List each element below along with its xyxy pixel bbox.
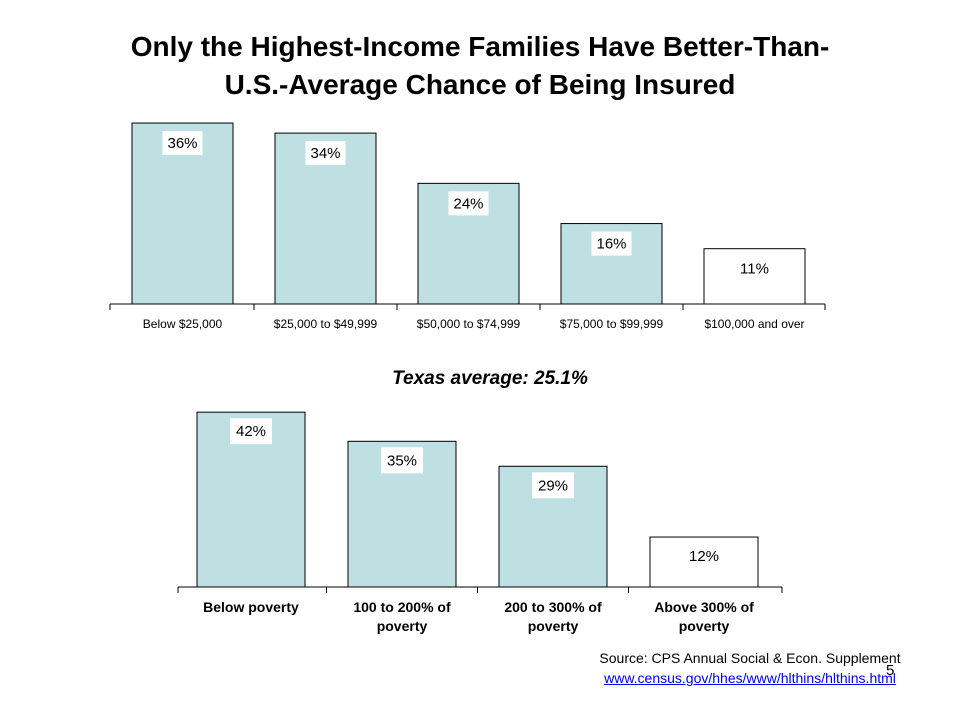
category-label-line: $50,000 to $74,999 — [417, 317, 521, 331]
bar — [703, 248, 806, 305]
category-label-line: poverty — [679, 618, 730, 634]
source-link[interactable]: www.census.gov/hhes/www/hlthins/hlthins.… — [604, 670, 896, 686]
slide-title: Only the Highest-Income Families Have Be… — [40, 28, 920, 104]
category-label: Above 300% of poverty — [654, 599, 754, 634]
category-label-line: poverty — [377, 618, 428, 634]
category-label-line: 200 to 300% of — [504, 599, 602, 615]
category-label: $75,000 to $99,999 — [560, 317, 664, 331]
value-label: 29% — [538, 477, 568, 494]
value-label: 24% — [453, 195, 483, 212]
category-label-line: $75,000 to $99,999 — [560, 317, 664, 331]
value-label: 11% — [740, 261, 769, 278]
source-text: Source: CPS Annual Social & Econ. Supple… — [599, 650, 901, 666]
page-number: 5 — [886, 662, 895, 679]
category-label-line: $25,000 to $49,999 — [274, 317, 378, 331]
value-label: 35% — [387, 452, 417, 469]
title-line-2: U.S.-Average Chance of Being Insured — [224, 69, 736, 100]
category-label: $100,000 and over — [704, 317, 804, 331]
texas-average-label: Texas average: 25.1% — [392, 368, 588, 389]
category-label: $25,000 to $49,999 — [274, 317, 378, 331]
category-label: Below poverty — [203, 599, 299, 615]
category-label-line: poverty — [528, 618, 579, 634]
value-label: 36% — [167, 135, 197, 152]
category-label-line: Above 300% of — [654, 599, 754, 615]
value-label-box — [230, 418, 272, 445]
category-label-line: Below poverty — [203, 599, 299, 615]
value-label-box — [162, 131, 203, 156]
category-label: $50,000 to $74,999 — [417, 317, 521, 331]
value-label-box — [305, 141, 346, 166]
income-bar-chart: 36% Below $25,000 34% $25,000 to $49,999 24%… — [109, 122, 826, 331]
value-label: 34% — [310, 145, 340, 162]
category-label: Below $25,000 — [143, 317, 223, 331]
source-block: Source: CPS Annual Social & Econ. Supple… — [560, 648, 940, 688]
category-label-line: 100 to 200% of — [353, 599, 451, 615]
category-label-line: Below $25,000 — [143, 317, 223, 331]
category-label: 200 to 300% of poverty — [504, 599, 602, 634]
bar — [649, 536, 759, 588]
value-label-box — [381, 447, 423, 474]
title-line-1: Only the Highest-Income Families Have Be… — [130, 31, 830, 62]
value-label-box — [448, 191, 489, 216]
value-label: 12% — [689, 548, 719, 565]
value-label-box — [591, 231, 632, 256]
category-label-line: $100,000 and over — [704, 317, 804, 331]
value-label: 16% — [596, 236, 626, 253]
value-label-box — [532, 472, 574, 499]
category-label: 100 to 200% of poverty — [353, 599, 451, 634]
value-label: 42% — [236, 423, 266, 440]
poverty-bar-chart: 42% Below poverty 35% 100 to 200% of poverty… — [177, 411, 783, 634]
